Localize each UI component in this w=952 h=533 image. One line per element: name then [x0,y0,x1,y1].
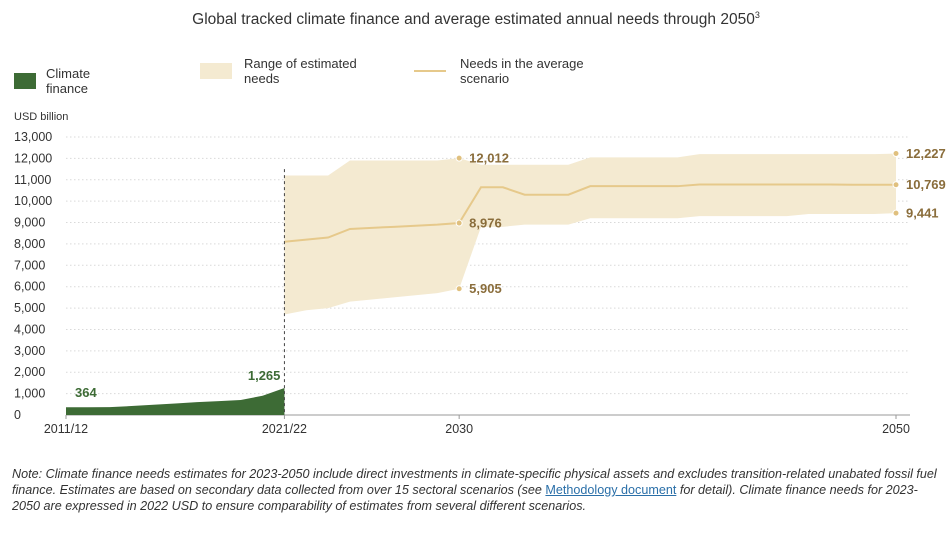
needs-value-label: 10,769 [906,177,946,192]
range-swatch [200,63,232,79]
footnote-marker: 3 [754,10,760,20]
average-needs-line [284,183,896,243]
y-tick-label: 5,000 [14,301,45,315]
needs-marker [455,154,463,162]
needs-value-label: 9,441 [906,206,939,221]
y-tick-label: 3,000 [14,344,45,358]
y-tick-label: 9,000 [14,216,45,230]
note: Note: Climate finance needs estimates fo… [12,466,942,514]
needs-range-area [284,153,897,315]
needs-value-label: 12,012 [469,151,509,166]
needs-marker [455,285,463,293]
plot-area [66,153,897,415]
needs-marker [892,209,900,217]
climate-finance-area [66,387,285,415]
note-prefix: Note: [12,467,43,481]
needs-marker [892,181,900,189]
y-tick-label: 13,000 [14,130,52,144]
needs-value-label: 8,976 [469,216,502,231]
needs-marker [892,150,900,158]
chart: USD billion 0 1,000 2,000 3,000 4,000 5,000 6,… [14,111,946,436]
x-tick-label: 2030 [445,422,473,436]
data-labels: 364 1,265 12,012 8,976 5,905 12,227 10,769 9,44… [75,146,946,400]
x-tick-label: 2050 [882,422,910,436]
climate-finance-value-label: 364 [75,385,97,400]
legend-label-range: Range of estimated needs [244,56,357,86]
note-text-2: for detail). Climate finance needs for 2… [12,483,918,513]
y-tick-label: 8,000 [14,237,45,251]
x-axis-ticks: 2011/12 2021/22 2030 2050 [44,415,910,436]
y-tick-label: 7,000 [14,258,45,272]
legend-item-average-needs: Needs in the average scenario [414,56,590,86]
y-tick-label: 0 [14,408,21,422]
climate-finance-value-label: 1,265 [248,368,281,383]
legend-label-average-needs: Needs in the average scenario [460,56,584,86]
legend-label-climate-finance: Climate finance [46,66,91,96]
note-text-1: Climate finance needs estimates for 2023… [12,467,937,497]
y-tick-label: 11,000 [14,173,51,187]
needs-value-label: 12,227 [906,146,946,161]
y-tick-label: 12,000 [14,151,52,165]
x-tick-label: 2011/12 [44,422,88,436]
chart-title: Global tracked climate finance and avera… [192,10,760,29]
y-tick-label: 4,000 [14,322,45,336]
y-tick-label: 1,000 [14,387,45,401]
y-axis-ticks: 0 1,000 2,000 3,000 4,000 5,000 6,000 7,000 8,00… [14,130,52,422]
needs-value-label: 5,905 [469,281,502,296]
legend-item-climate-finance: Climate finance [14,66,90,96]
needs-marker [455,219,463,227]
y-tick-label: 6,000 [14,280,45,294]
x-tick-label: 2021/22 [262,422,307,436]
average-needs-swatch [414,70,446,72]
y-axis-label: USD billion [14,111,68,123]
climate-finance-swatch [14,73,36,89]
methodology-document-link[interactable]: Methodology document [545,483,677,497]
y-tick-label: 2,000 [14,365,45,379]
y-tick-label: 10,000 [14,194,52,208]
legend-item-range: Range of estimated needs [200,56,374,86]
